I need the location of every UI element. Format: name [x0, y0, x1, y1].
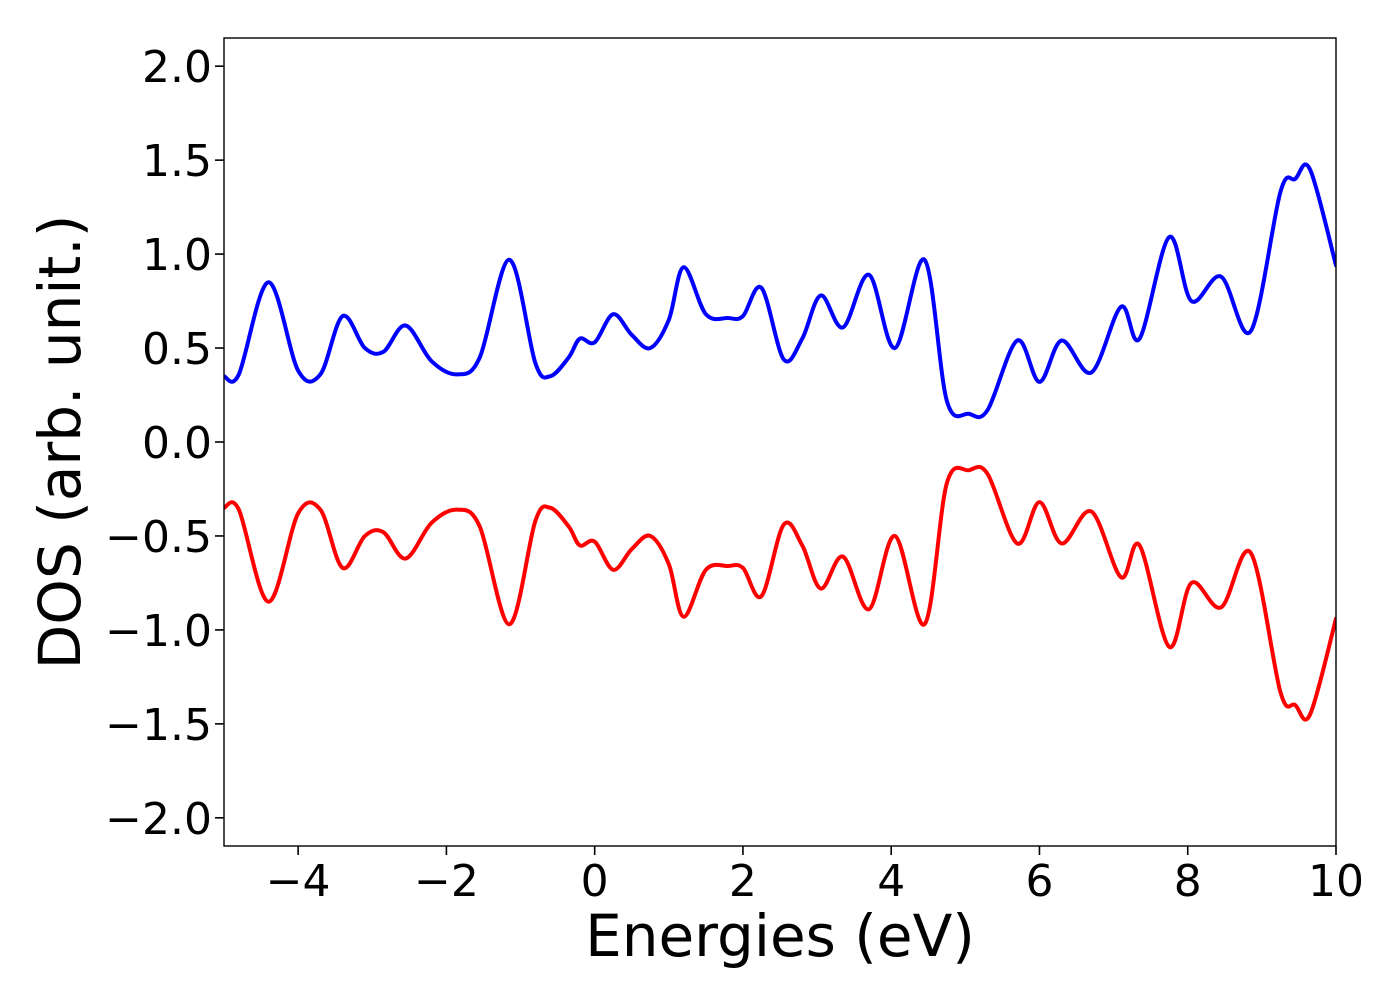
x-tick-label: 0 [581, 856, 609, 907]
y-tick-label: 1.5 [142, 136, 212, 187]
x-tick-label: −4 [266, 856, 331, 907]
y-tick-label: 1.0 [142, 230, 212, 281]
y-tick-label: −1.5 [105, 700, 212, 751]
y-tick-label: −1.0 [105, 606, 212, 657]
x-tick-label: 8 [1174, 856, 1202, 907]
x-axis-title: Energies (eV) [585, 902, 975, 970]
y-axis-title: DOS (arb. unit.) [26, 215, 94, 670]
x-tick-label: 10 [1308, 856, 1364, 907]
series-line-negative [224, 464, 1336, 722]
x-tick-label: −2 [414, 856, 479, 907]
y-tick-label: 2.0 [142, 42, 212, 93]
y-tick-label: 0.0 [142, 418, 212, 469]
x-tick-label: 2 [729, 856, 757, 907]
x-axis: −4 −2 0 2 4 6 8 10 [266, 846, 1364, 907]
x-tick-label: 6 [1025, 856, 1053, 907]
y-tick-label: 0.5 [142, 324, 212, 375]
plot-frame [223, 37, 1337, 847]
y-axis: 2.0 1.5 1.0 0.5 0.0 −0.5 −1.0 −1.5 −2.0 [105, 42, 224, 845]
series-layer [224, 162, 1336, 722]
y-tick-label: −0.5 [105, 512, 212, 563]
x-tick-label: 4 [877, 856, 905, 907]
series-line-positive [224, 162, 1336, 420]
y-tick-label: −2.0 [105, 794, 212, 845]
